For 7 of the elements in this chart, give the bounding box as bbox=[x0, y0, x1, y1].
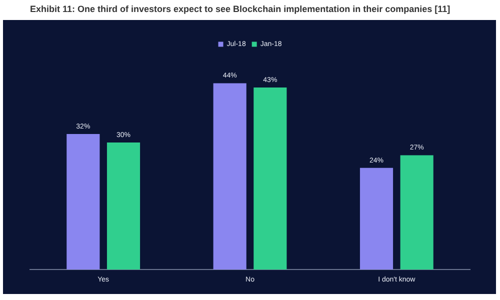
bar bbox=[213, 83, 246, 270]
bar bbox=[400, 155, 434, 270]
bar bbox=[254, 87, 287, 270]
chart-title: Exhibit 11: One third of investors expect to see Blockchain implementation in their companies [11] bbox=[30, 4, 450, 14]
bar bbox=[360, 168, 394, 270]
bar bbox=[106, 142, 140, 270]
bar bbox=[66, 134, 100, 270]
